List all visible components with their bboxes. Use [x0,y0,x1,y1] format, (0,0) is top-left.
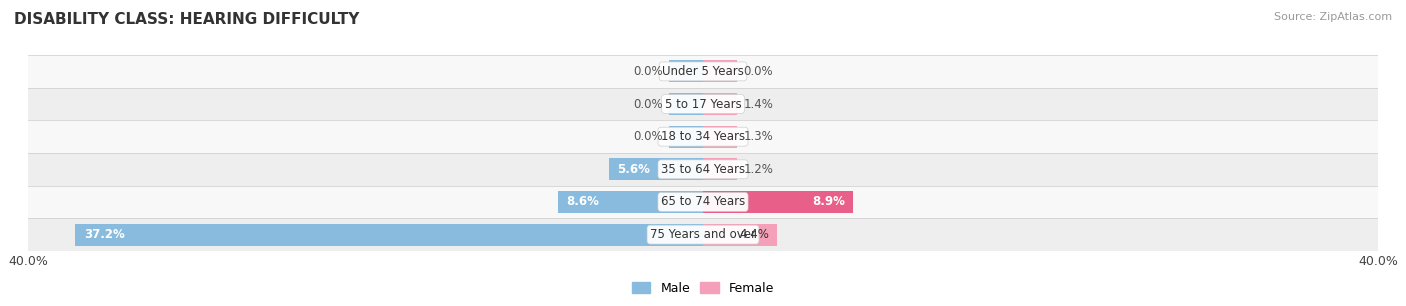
Text: 5.6%: 5.6% [617,163,650,176]
Bar [28,55,1378,88]
Bar [609,158,703,181]
Bar [703,223,778,246]
Bar [703,158,737,181]
Text: 65 to 74 Years: 65 to 74 Years [661,196,745,208]
Text: DISABILITY CLASS: HEARING DIFFICULTY: DISABILITY CLASS: HEARING DIFFICULTY [14,12,360,27]
Text: Under 5 Years: Under 5 Years [662,65,744,78]
Bar [703,93,737,115]
Bar [669,93,703,115]
Text: Source: ZipAtlas.com: Source: ZipAtlas.com [1274,12,1392,22]
Bar [28,218,1378,251]
Text: 35 to 64 Years: 35 to 64 Years [661,163,745,176]
Bar [703,191,853,213]
Text: 0.0%: 0.0% [633,65,662,78]
Text: 0.0%: 0.0% [633,130,662,143]
Text: 1.2%: 1.2% [744,163,773,176]
Text: 37.2%: 37.2% [84,228,125,241]
Text: 5 to 17 Years: 5 to 17 Years [665,98,741,110]
Text: 4.4%: 4.4% [740,228,769,241]
Text: 1.3%: 1.3% [744,130,773,143]
Bar [28,88,1378,120]
Bar [28,153,1378,186]
Bar [703,125,737,148]
Bar [28,186,1378,218]
Text: 8.6%: 8.6% [567,196,599,208]
Text: 1.4%: 1.4% [744,98,773,110]
Text: 0.0%: 0.0% [633,98,662,110]
Bar [558,191,703,213]
Legend: Male, Female: Male, Female [627,277,779,300]
Bar [703,60,737,83]
Bar [76,223,703,246]
Bar [28,120,1378,153]
Text: 75 Years and over: 75 Years and over [650,228,756,241]
Text: 8.9%: 8.9% [811,196,845,208]
Text: 0.0%: 0.0% [744,65,773,78]
Bar [669,60,703,83]
Text: 18 to 34 Years: 18 to 34 Years [661,130,745,143]
Bar [669,125,703,148]
